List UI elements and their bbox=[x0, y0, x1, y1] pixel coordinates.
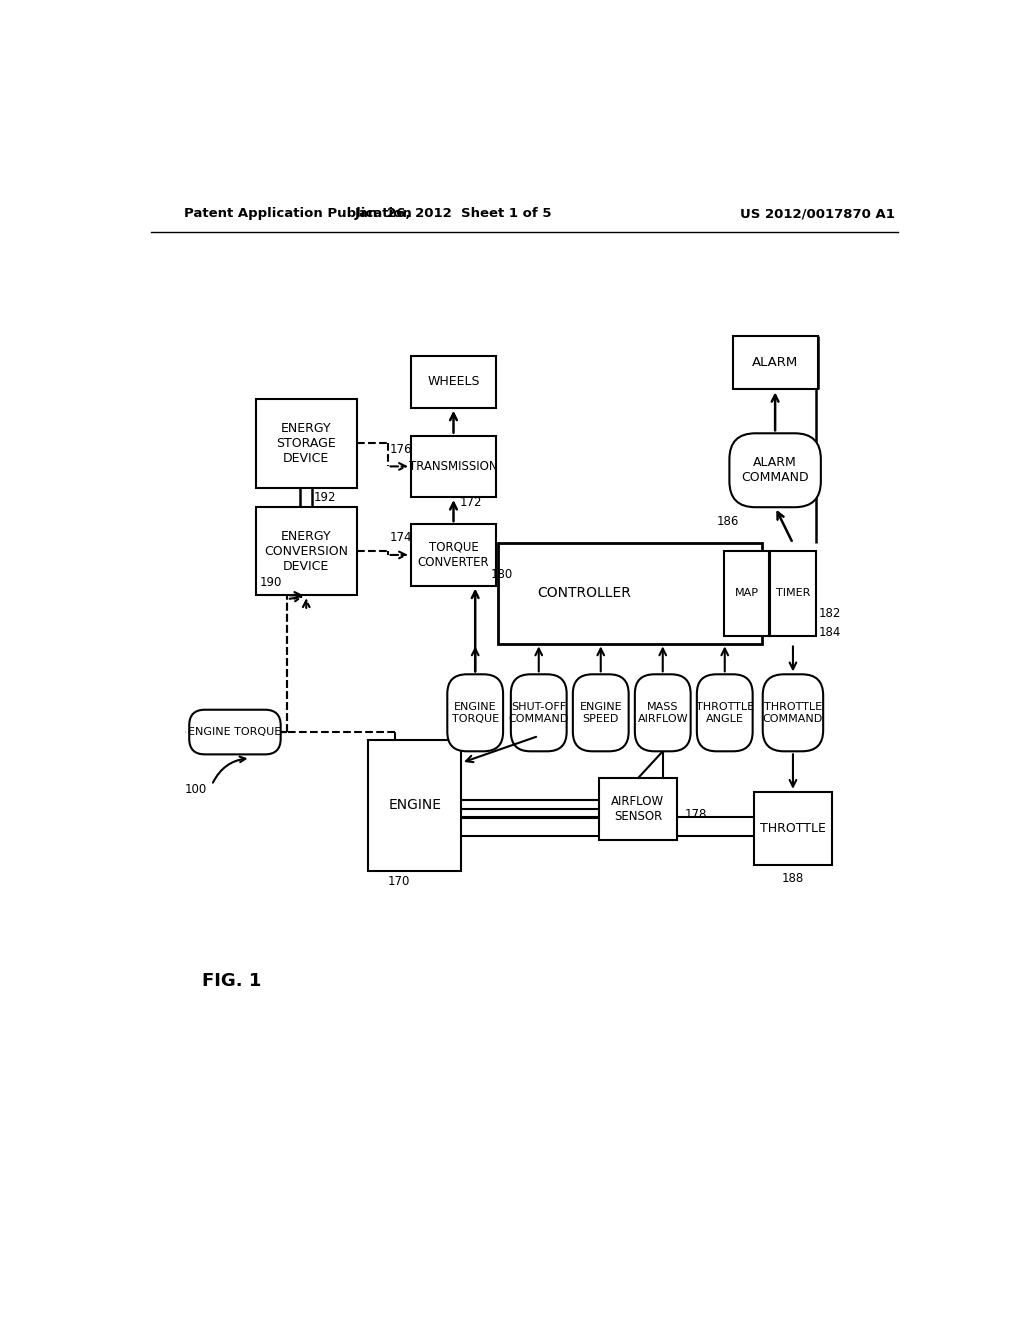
Text: TRANSMISSION: TRANSMISSION bbox=[410, 459, 498, 473]
Text: ALARM
COMMAND: ALARM COMMAND bbox=[741, 457, 809, 484]
Text: Patent Application Publication: Patent Application Publication bbox=[183, 207, 412, 220]
Text: TIMER: TIMER bbox=[776, 589, 810, 598]
FancyBboxPatch shape bbox=[635, 675, 690, 751]
Text: 184: 184 bbox=[818, 626, 841, 639]
Text: 180: 180 bbox=[490, 568, 513, 581]
Text: ENERGY
CONVERSION
DEVICE: ENERGY CONVERSION DEVICE bbox=[264, 529, 348, 573]
Text: THROTTLE
ANGLE: THROTTLE ANGLE bbox=[695, 702, 754, 723]
Text: 172: 172 bbox=[460, 496, 482, 510]
Text: FIG. 1: FIG. 1 bbox=[202, 972, 261, 990]
Text: SHUT-OFF
COMMAND: SHUT-OFF COMMAND bbox=[509, 702, 569, 723]
Text: 186: 186 bbox=[717, 515, 739, 528]
Text: THROTTLE: THROTTLE bbox=[760, 822, 826, 834]
Text: 190: 190 bbox=[260, 576, 283, 589]
Text: 178: 178 bbox=[684, 808, 707, 821]
Text: ENGINE
SPEED: ENGINE SPEED bbox=[580, 702, 622, 723]
Text: 170: 170 bbox=[388, 875, 410, 887]
FancyBboxPatch shape bbox=[732, 335, 818, 389]
Text: ENGINE TORQUE: ENGINE TORQUE bbox=[188, 727, 282, 737]
Text: 182: 182 bbox=[818, 607, 841, 619]
FancyBboxPatch shape bbox=[729, 433, 821, 507]
FancyBboxPatch shape bbox=[572, 675, 629, 751]
Text: AIRFLOW
SENSOR: AIRFLOW SENSOR bbox=[611, 795, 665, 824]
FancyBboxPatch shape bbox=[411, 436, 496, 498]
Text: ENERGY
STORAGE
DEVICE: ENERGY STORAGE DEVICE bbox=[276, 422, 336, 465]
FancyBboxPatch shape bbox=[755, 792, 831, 865]
Text: 176: 176 bbox=[390, 442, 413, 455]
Text: US 2012/0017870 A1: US 2012/0017870 A1 bbox=[740, 207, 895, 220]
Text: WHEELS: WHEELS bbox=[427, 375, 480, 388]
Text: 188: 188 bbox=[781, 871, 804, 884]
FancyBboxPatch shape bbox=[447, 675, 503, 751]
Text: MASS
AIRFLOW: MASS AIRFLOW bbox=[637, 702, 688, 723]
Text: ENGINE
TORQUE: ENGINE TORQUE bbox=[452, 702, 499, 723]
FancyBboxPatch shape bbox=[189, 710, 281, 755]
Text: MAP: MAP bbox=[734, 589, 759, 598]
FancyBboxPatch shape bbox=[763, 675, 823, 751]
Text: Jan. 26, 2012  Sheet 1 of 5: Jan. 26, 2012 Sheet 1 of 5 bbox=[354, 207, 552, 220]
Text: TORQUE
CONVERTER: TORQUE CONVERTER bbox=[418, 541, 489, 569]
FancyBboxPatch shape bbox=[256, 399, 356, 487]
Text: 174: 174 bbox=[390, 531, 413, 544]
FancyBboxPatch shape bbox=[499, 544, 762, 644]
FancyBboxPatch shape bbox=[256, 507, 356, 595]
Text: THROTTLE
COMMAND: THROTTLE COMMAND bbox=[763, 702, 823, 723]
Text: 192: 192 bbox=[314, 491, 337, 504]
Text: ENGINE: ENGINE bbox=[388, 799, 441, 812]
Text: CONTROLLER: CONTROLLER bbox=[537, 586, 631, 601]
FancyBboxPatch shape bbox=[770, 552, 816, 636]
FancyBboxPatch shape bbox=[697, 675, 753, 751]
FancyBboxPatch shape bbox=[599, 779, 677, 840]
FancyBboxPatch shape bbox=[411, 355, 496, 408]
FancyBboxPatch shape bbox=[724, 552, 769, 636]
FancyBboxPatch shape bbox=[511, 675, 566, 751]
FancyBboxPatch shape bbox=[369, 739, 461, 871]
Text: 100: 100 bbox=[184, 783, 207, 796]
FancyBboxPatch shape bbox=[411, 524, 496, 586]
Text: ALARM: ALARM bbox=[752, 356, 799, 370]
